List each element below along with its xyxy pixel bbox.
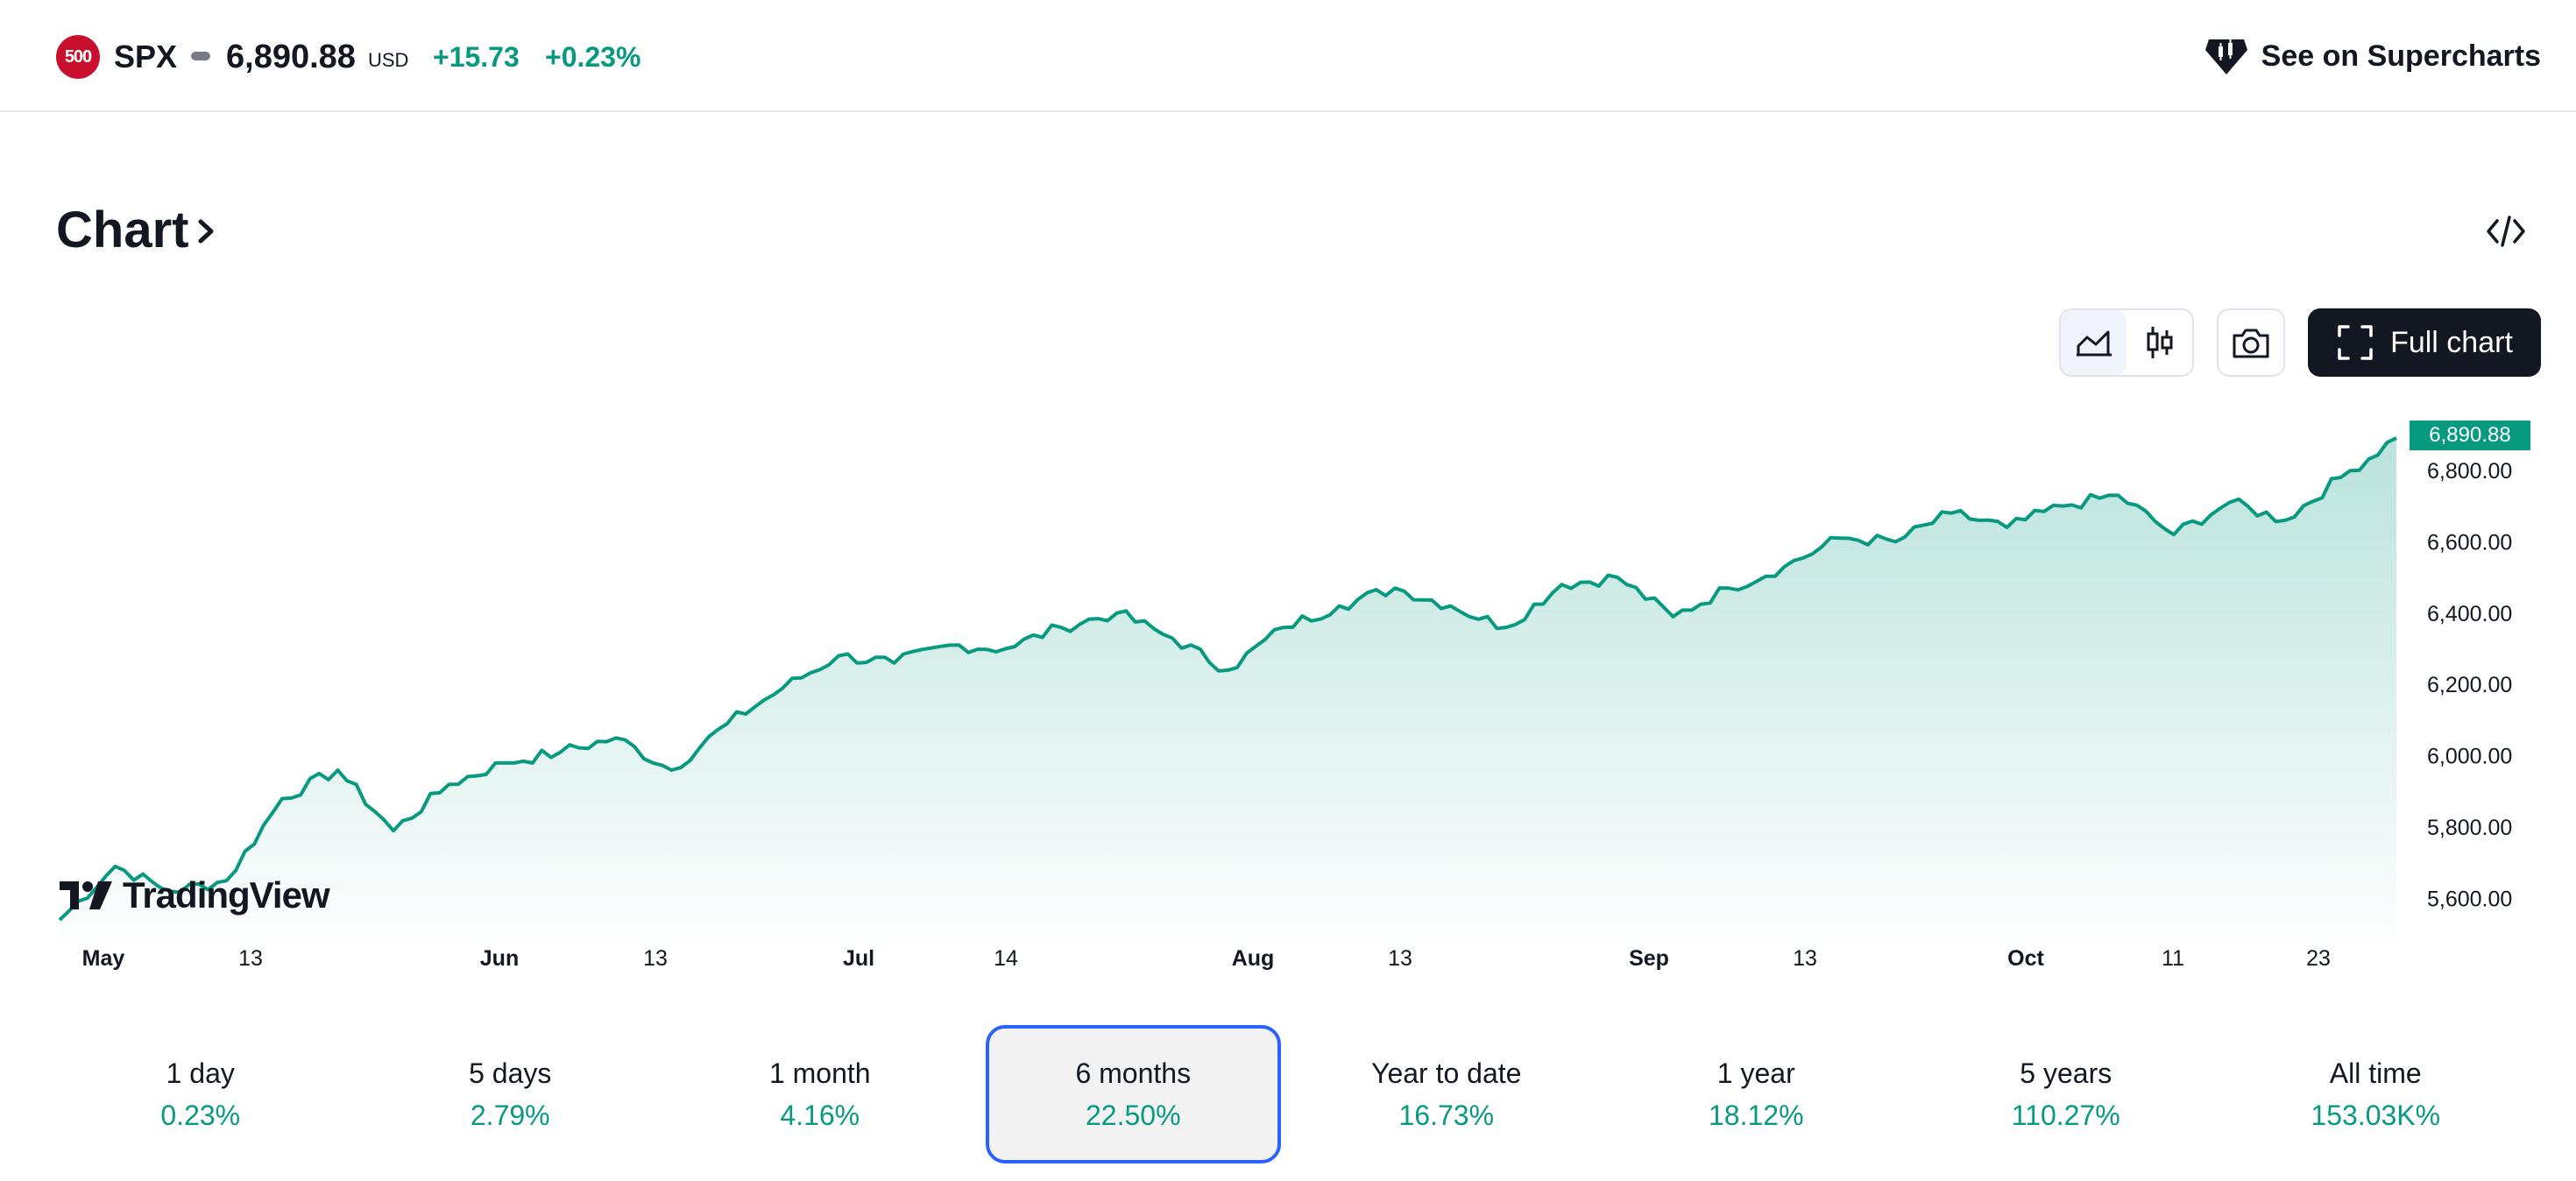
supercharts-icon: [2204, 39, 2247, 74]
area-chart-button[interactable]: [2061, 310, 2127, 375]
period-label: Year to date: [1371, 1057, 1522, 1089]
period-button[interactable]: 1 month 4.16%: [676, 1025, 965, 1163]
period-label: 6 months: [1075, 1057, 1192, 1089]
price-change: +15.73: [433, 41, 520, 73]
symbol-name[interactable]: SPX: [114, 39, 178, 74]
period-change-value: 2.79%: [470, 1100, 550, 1131]
y-axis-tick-label: 6,400.00: [2427, 602, 2512, 626]
area-chart-icon: [2076, 330, 2112, 357]
y-axis-tick-label: 6,800.00: [2427, 459, 2512, 484]
period-button[interactable]: 1 year 18.12%: [1612, 1025, 1901, 1163]
x-axis-tick-label: 14: [994, 946, 1018, 971]
price-line: [58, 436, 2397, 922]
chart-section-link[interactable]: Chart: [56, 200, 218, 261]
period-change-value: 22.50%: [1085, 1100, 1181, 1131]
x-axis-tick-label: Jul: [843, 946, 874, 971]
period-button[interactable]: 1 day 0.23%: [56, 1025, 345, 1163]
x-axis-tick-label: 23: [2306, 946, 2331, 971]
x-axis-tick-label: 13: [1388, 946, 1412, 971]
period-button[interactable]: 5 years 110.27%: [1921, 1025, 2211, 1163]
x-axis-tick-label: Sep: [1629, 946, 1669, 971]
tradingview-logo-icon: [60, 881, 112, 909]
candles-chart-button[interactable]: [2127, 310, 2192, 375]
embed-code-icon[interactable]: [2485, 210, 2527, 252]
x-axis-tick-label: 13: [238, 946, 263, 971]
x-axis-tick-label: 13: [1793, 946, 1817, 971]
x-axis-tick-label: Jun: [480, 946, 519, 971]
tradingview-wordmark: TradingView: [123, 874, 330, 916]
period-change-value: 110.27%: [2011, 1100, 2120, 1131]
last-price-tag: 6,890.88: [2410, 421, 2530, 450]
market-status-icon: [191, 52, 210, 60]
period-button[interactable]: 5 days 2.79%: [366, 1025, 655, 1163]
period-selector: 1 day 0.23% 5 days 2.79% 1 month 4.16% 6 month…: [46, 1025, 2530, 1163]
sp500-logo: 500: [56, 35, 100, 79]
x-axis-tick-label: May: [82, 946, 125, 971]
chart-style-toggle: [2059, 308, 2194, 377]
last-price: 6,890.88: [226, 39, 356, 75]
period-label: 1 day: [166, 1057, 235, 1089]
price-chart[interactable]: 6,800.00 6,600.00 6,400.00 6,200.00 6,000.00…: [0, 412, 2576, 981]
camera-icon: [2233, 329, 2269, 358]
y-axis-tick-label: 6,200.00: [2427, 673, 2512, 697]
x-axis-tick-label: 13: [643, 946, 668, 971]
period-button[interactable]: Year to date 16.73%: [1302, 1025, 1591, 1163]
snapshot-button[interactable]: [2217, 308, 2285, 377]
period-label: 1 year: [1716, 1057, 1795, 1089]
supercharts-label: See on Supercharts: [2261, 39, 2541, 73]
period-change-value: 16.73%: [1398, 1100, 1495, 1131]
currency-label: USD: [368, 49, 409, 71]
period-label: All time: [2329, 1057, 2422, 1089]
chevron-right-icon: [195, 213, 218, 248]
price-area-fill: [60, 437, 2396, 955]
period-change-value: 0.23%: [160, 1100, 241, 1131]
tradingview-watermark: TradingView: [60, 874, 330, 916]
period-label: 5 years: [2020, 1057, 2112, 1089]
full-chart-label: Full chart: [2390, 325, 2513, 359]
period-button[interactable]: All time 153.03K%: [2232, 1025, 2521, 1163]
see-on-supercharts-link[interactable]: See on Supercharts: [2204, 33, 2541, 79]
y-axis-tick-label: 5,600.00: [2427, 888, 2512, 912]
section-title: Chart: [56, 202, 189, 258]
period-change-value: 18.12%: [1708, 1100, 1804, 1131]
full-chart-button[interactable]: Full chart: [2308, 308, 2541, 377]
price-change-percent: +0.23%: [545, 41, 641, 73]
period-change-value: 153.03K%: [2311, 1100, 2441, 1131]
period-change-value: 4.16%: [780, 1100, 860, 1131]
candlestick-icon: [2147, 327, 2172, 358]
symbol-header: 500 SPX 6,890.88 USD +15.73 +0.23% See o…: [0, 0, 2576, 112]
y-axis-tick-label: 6,600.00: [2427, 530, 2512, 555]
y-axis-tick-label: 6,000.00: [2427, 745, 2512, 769]
period-label: 5 days: [469, 1057, 552, 1089]
x-axis-tick-label: 11: [2162, 946, 2184, 971]
period-label: 1 month: [768, 1057, 871, 1089]
x-axis-tick-label: Aug: [1232, 946, 1275, 971]
y-axis-tick-label: 5,800.00: [2427, 816, 2512, 840]
x-axis-tick-label: Oct: [2007, 946, 2044, 971]
fullscreen-icon: [2338, 325, 2373, 360]
period-button[interactable]: 6 months 22.50%: [985, 1025, 1281, 1163]
